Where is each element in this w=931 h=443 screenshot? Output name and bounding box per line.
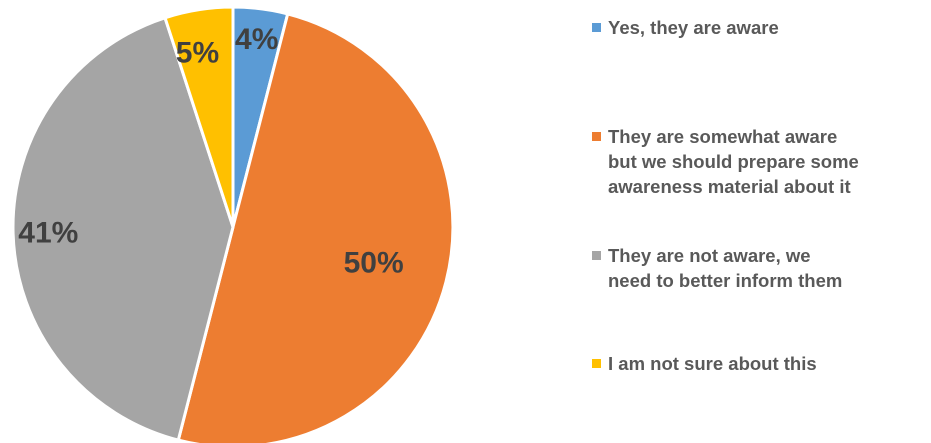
legend-swatch-somewhat-aware <box>592 132 601 141</box>
legend-item-not-aware: They are not aware, we need to better in… <box>592 243 927 293</box>
data-label-not-sure: 5% <box>176 37 219 70</box>
pie-slices <box>11 5 455 443</box>
data-label-yes-aware: 4% <box>235 23 278 56</box>
data-label-somewhat-aware: 50% <box>344 247 404 280</box>
legend-swatch-yes-aware <box>592 23 601 32</box>
legend-item-yes-aware: Yes, they are aware <box>592 15 927 40</box>
legend-swatch-not-sure <box>592 359 601 368</box>
legend-label-not-sure: I am not sure about this <box>608 353 817 374</box>
pie-slice-not-sure <box>163 5 235 229</box>
pie-data-labels: 4% 50% 41% 5% <box>18 23 403 280</box>
legend-label-somewhat-aware: They are somewhat aware but we should pr… <box>608 126 859 197</box>
legend: Yes, they are aware They are somewhat aw… <box>592 0 927 443</box>
legend-item-somewhat-aware: They are somewhat aware but we should pr… <box>592 124 927 199</box>
pie-slice-not-aware <box>11 16 235 442</box>
data-label-not-aware: 41% <box>18 216 78 249</box>
legend-swatch-not-aware <box>592 251 601 260</box>
legend-label-yes-aware: Yes, they are aware <box>608 17 779 38</box>
legend-item-not-sure: I am not sure about this <box>592 351 927 376</box>
legend-label-not-aware: They are not aware, we need to better in… <box>608 245 843 291</box>
